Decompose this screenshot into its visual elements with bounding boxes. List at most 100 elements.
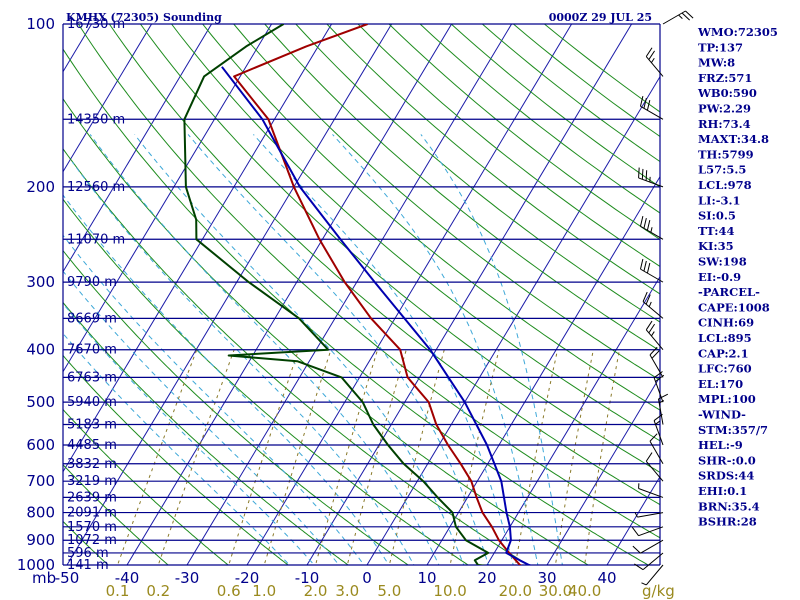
wind-barb [634,552,664,571]
dry-adiabat-line [63,520,109,565]
moist-adiabat-line [63,234,365,565]
index-line: STM:357/7 [698,423,768,437]
mixing-ratio-label: 0.6 [217,582,241,600]
wind-barb-staff [642,552,664,571]
mixing-ratio-unit-label: g/kg [642,582,675,600]
index-line: FRZ:571 [698,71,752,85]
temperature-label: 10 [417,569,436,587]
temperature-label: -10 [295,569,320,587]
pressure-labels: 100 200 300 400 500 600 700 800 900 1000 [17,15,55,574]
height-label: 8669 m [67,311,117,326]
wind-barb [632,539,664,554]
wind-barb [639,95,664,120]
pressure-label: 400 [26,341,55,359]
height-label: 3832 m [67,457,117,472]
wind-barb [638,167,664,188]
isotherm-line [186,24,513,565]
mixing-ratio-label: 10.0 [433,582,466,600]
index-line: BSHR:28 [698,515,757,529]
wind-barb [645,452,664,482]
wind-barb-staff [653,377,664,403]
dry-adiabat-line [77,24,660,539]
parcel-trace [221,66,533,565]
wind-barb-staff [653,420,664,446]
pressure-label: 900 [26,531,55,549]
index-line: MW:8 [698,56,735,70]
wind-barb-flag [639,216,644,227]
index-line: -PARCEL- [698,285,760,299]
dry-adiabat-line [63,408,229,565]
pressure-label: 200 [26,178,55,196]
mixing-ratio-label: 0.1 [106,582,130,600]
temperature-labels: -50 -40 -30 -20 -10 0 10 20 30 40 [55,569,617,587]
dry-adiabat-line [295,24,660,323]
dry-adiabat-line [233,24,660,381]
wind-barb-flag [645,294,651,305]
wind-barb-flag [646,262,651,274]
wind-barb-staff [638,526,664,537]
pressure-label: 600 [26,436,55,454]
wind-barb-flag [645,47,653,57]
moist-adiabat-line [63,332,291,565]
temperature-label: 30 [537,569,556,587]
index-line: EHI:0.1 [698,484,747,498]
height-label: 3219 m [67,474,117,489]
wind-barb [634,512,664,518]
wind-barb [631,526,664,537]
wind-barb-flag [643,97,647,109]
moist-adiabat-line [63,270,340,565]
index-line: TT:44 [698,224,735,238]
height-label: 4485 m [67,438,117,453]
wind-barb-flag [645,452,653,462]
wind-barb-flag [646,220,651,231]
wind-barb-flag [646,99,651,111]
wind-barb [642,291,664,319]
height-label: 11070 m [67,232,125,247]
isotherm-line [606,475,660,565]
pressure-label: 700 [26,472,55,490]
wind-barb-staff [645,460,664,482]
height-label: 12560 m [67,180,125,195]
mixing-ratio-labels: 0.1 0.2 0.6 1.0 2.0 3.0 5.0 10.0 20.0 30.040.0 [106,582,602,600]
temperature-label: 20 [477,569,496,587]
mixing-ratio-label: 3.0 [335,582,359,600]
index-line: -WIND- [698,408,746,422]
wind-barb-half-flag [678,14,683,19]
dry-adiabat-line [171,24,660,442]
wind-barb-staff [640,539,664,554]
isotherm-line [366,75,660,565]
mixing-ratio-label: 30.0 [539,582,572,600]
wind-barb-flag [685,10,694,19]
index-line: BRN:35.4 [698,499,760,513]
isotherm-line [63,24,333,473]
index-line: EI:-0.9 [698,270,741,284]
mixing-ratio-label: 20.0 [499,582,532,600]
height-label: 16730 m [67,17,125,32]
wind-barb [645,47,664,77]
temperature-label: -50 [55,569,80,587]
mixing-ratio-label: 1.0 [252,582,276,600]
dewpoint-trace [183,24,490,565]
dry-adiabat-line [264,24,660,352]
wind-barb-flag [643,260,647,272]
moist-adiabat-line [253,134,514,565]
wind-barb-flag [645,320,653,331]
wind-barb-flag [649,433,658,442]
pressure-label: 800 [26,504,55,522]
index-line: KI:35 [698,239,734,253]
dry-adiabat-line [63,147,530,565]
wind-barb-flag [641,168,644,180]
wind-barb-staff [638,177,664,188]
wind-barb-staff [638,488,664,498]
wind-barb-flag [648,50,656,60]
mixing-ratio-line [584,349,620,565]
wind-barb-staff [640,105,664,120]
height-label: 6763 m [67,370,117,385]
height-label: 7670 m [67,343,117,358]
wind-barb-flag [631,527,639,537]
moist-adiabat-line [63,302,315,565]
index-line: EL:170 [698,377,743,391]
thermo-grid [63,24,660,565]
mixing-ratio-label: 0.2 [146,582,170,600]
